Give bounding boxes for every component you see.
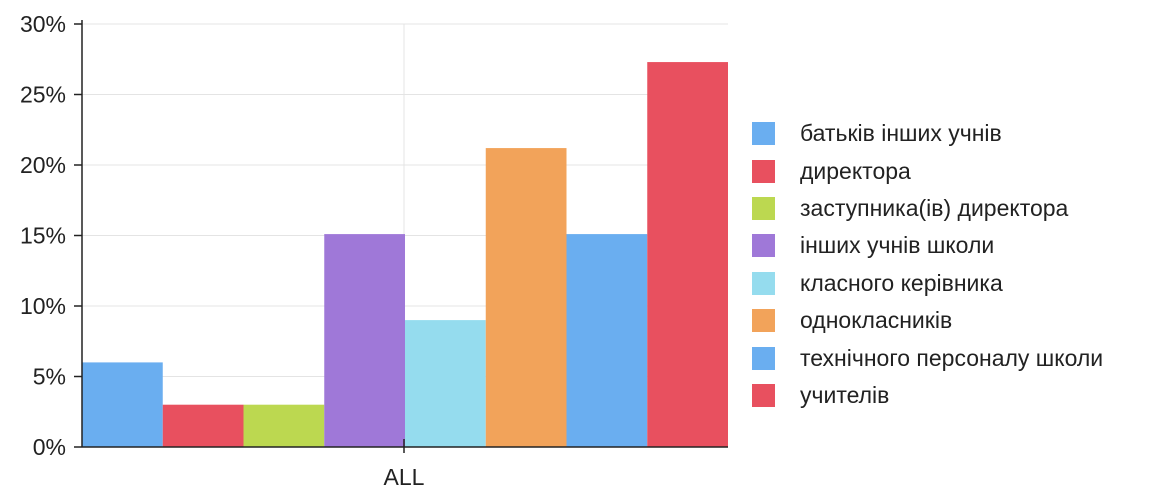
legend-item: директора — [752, 152, 1103, 189]
bar — [82, 362, 163, 447]
bar — [566, 234, 648, 447]
x-tick-label: ALL — [384, 464, 425, 490]
bar — [324, 234, 405, 447]
legend-label: інших учнів школи — [800, 232, 995, 259]
legend-swatch — [752, 196, 775, 220]
legend-swatch — [752, 159, 775, 183]
y-tick-label: 10% — [20, 293, 66, 319]
y-tick-label: 0% — [33, 434, 66, 460]
legend-item: заступника(ів) директора — [752, 190, 1103, 227]
legend-label: заступника(ів) директора — [800, 194, 1069, 221]
bar — [405, 320, 486, 447]
axes: 0% 5% 10% 15% 20% 25% 30% ALL — [20, 11, 728, 490]
bar — [485, 148, 567, 447]
legend-label: технічного персоналу школи — [800, 344, 1104, 371]
y-tick-label: 20% — [20, 152, 66, 178]
legend-item: класного керівника — [752, 265, 1103, 302]
legend: батьків інших учнів директора заступника(і… — [752, 115, 1103, 414]
y-tick-label: 30% — [20, 11, 66, 37]
legend-label: однокласників — [800, 307, 953, 334]
legend-swatch — [752, 271, 775, 295]
legend-label: батьків інших учнів — [800, 120, 1002, 147]
legend-label: учителів — [800, 381, 890, 408]
bar — [647, 62, 728, 447]
legend-label: директора — [800, 157, 911, 184]
legend-item: учителів — [752, 377, 1103, 414]
bar — [243, 404, 325, 447]
legend-item: батьків інших учнів — [752, 115, 1103, 152]
y-tick-label: 25% — [20, 82, 66, 108]
legend-swatch — [752, 234, 775, 258]
y-tick-label: 5% — [33, 364, 66, 390]
legend-swatch — [752, 122, 775, 146]
legend-item: технічного персоналу школи — [752, 339, 1103, 376]
legend-swatch — [752, 383, 775, 407]
legend-item: інших учнів школи — [752, 227, 1103, 264]
legend-swatch — [752, 309, 775, 333]
bars — [82, 62, 728, 447]
legend-swatch — [752, 346, 775, 370]
legend-label: класного керівника — [800, 269, 1003, 296]
bar — [162, 404, 244, 447]
legend-item: однокласників — [752, 302, 1103, 339]
y-tick-label: 15% — [20, 223, 66, 249]
